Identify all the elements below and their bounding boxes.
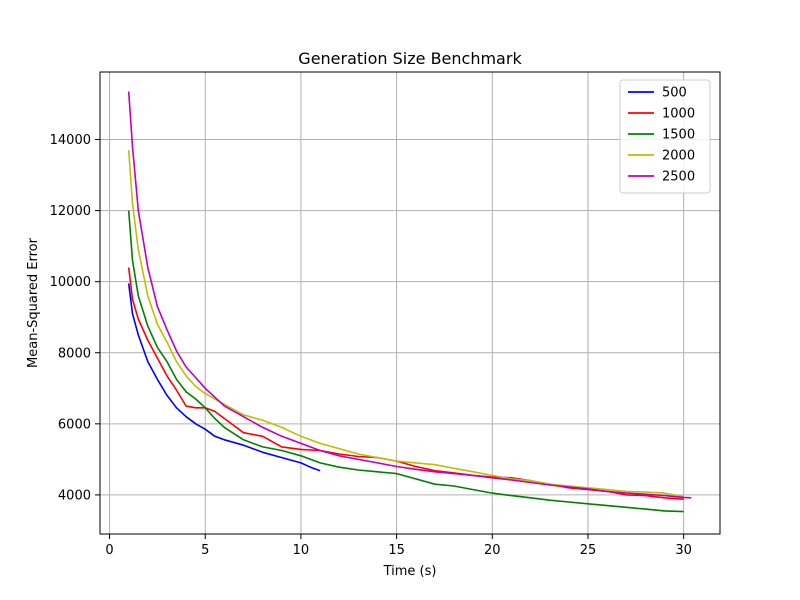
x-axis-label: Time (s)	[383, 564, 437, 579]
legend-label-500: 500	[662, 86, 687, 101]
series-line-1500	[127, 210, 684, 513]
series-line-2000	[127, 150, 684, 498]
x-tick-label: 10	[293, 543, 310, 558]
x-tick-label: 30	[675, 543, 692, 558]
y-tick-label: 12000	[50, 204, 91, 219]
legend: 500 1000 1500 2000 2500	[619, 79, 711, 194]
legend-label-2500: 2500	[662, 170, 695, 185]
y-tick-label: 8000	[58, 346, 91, 361]
y-tick-label: 14000	[50, 133, 91, 148]
plot-frame	[99, 71, 721, 535]
x-tick-label: 5	[201, 543, 209, 558]
x-tick-label: 20	[484, 543, 501, 558]
y-tick-label: 4000	[58, 488, 91, 503]
y-tick-label: 10000	[50, 275, 91, 290]
legend-label-2000: 2000	[662, 149, 695, 164]
series-line-2500	[127, 91, 692, 499]
legend-label-1000: 1000	[662, 107, 695, 122]
legend-box	[619, 79, 711, 194]
y-tick-label: 6000	[58, 417, 91, 432]
x-tick-label: 15	[388, 543, 405, 558]
y-axis: 4000 6000 8000 10000 12000 14000	[50, 133, 100, 503]
chart-title: Generation Size Benchmark	[298, 49, 522, 68]
series-line-500	[127, 283, 321, 472]
series-line-1000	[127, 267, 684, 500]
x-tick-label: 25	[580, 543, 597, 558]
series-layer	[127, 91, 692, 513]
x-tick-label: 0	[105, 543, 113, 558]
x-axis: 0 5 10 15 20 25 30	[105, 534, 692, 558]
grid	[100, 72, 720, 534]
y-axis-label: Mean-Squared Error	[26, 237, 41, 368]
legend-label-1500: 1500	[662, 128, 695, 143]
